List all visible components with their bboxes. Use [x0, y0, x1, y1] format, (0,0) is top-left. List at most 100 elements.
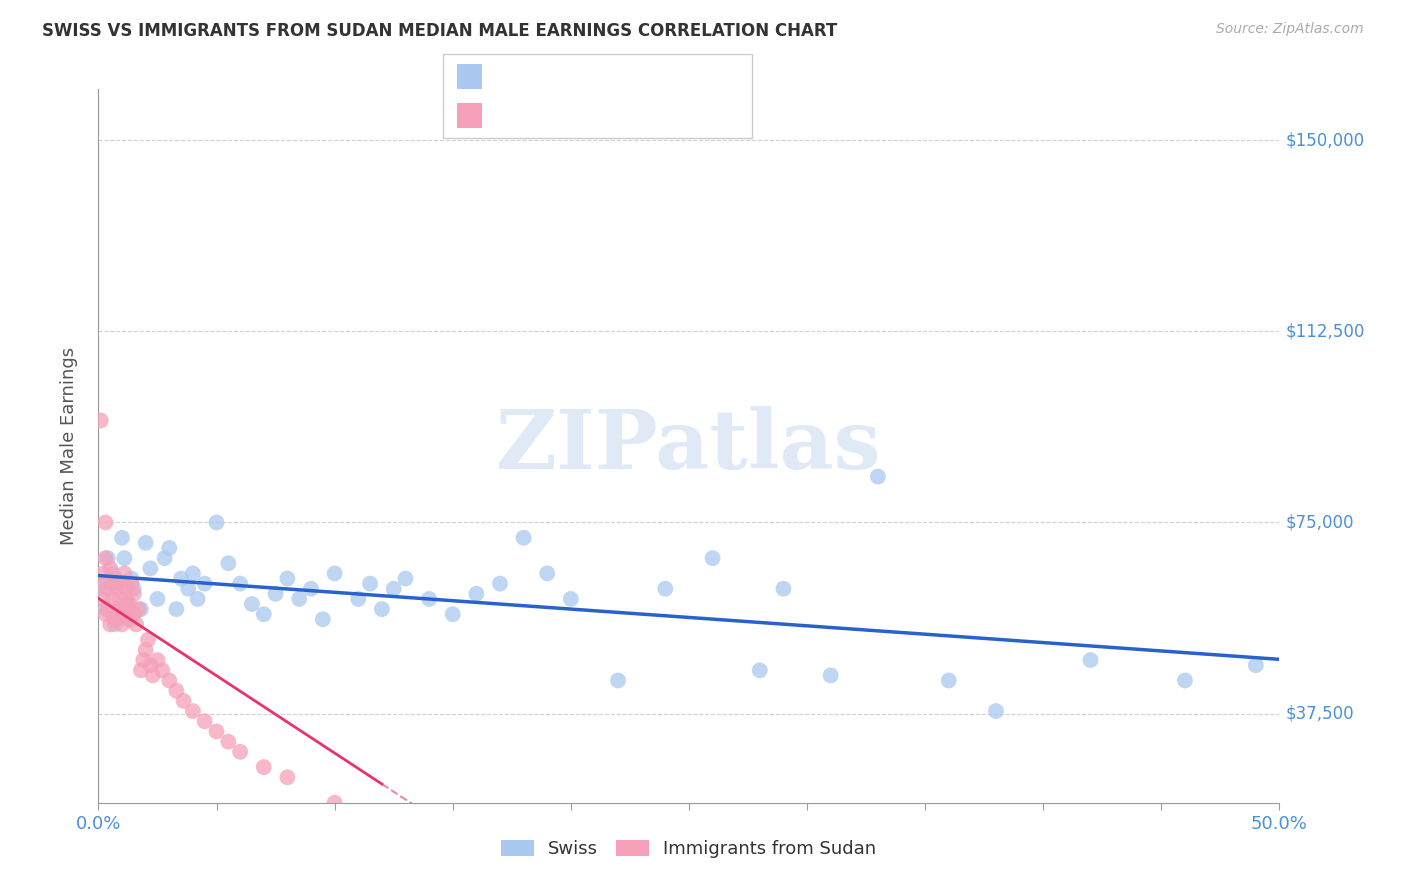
- Point: [323, 566, 346, 581]
- Point: [108, 607, 131, 622]
- Text: $75,000: $75,000: [1285, 514, 1354, 532]
- Text: $37,500: $37,500: [1285, 705, 1354, 723]
- Point: [229, 745, 252, 759]
- Point: [129, 663, 152, 677]
- Point: [240, 597, 263, 611]
- Point: [101, 566, 124, 581]
- Point: [253, 760, 276, 774]
- Point: [165, 602, 187, 616]
- Point: [90, 576, 112, 591]
- Point: [866, 469, 889, 483]
- Text: -0.382: -0.382: [534, 108, 589, 123]
- Point: [90, 413, 112, 427]
- Point: [118, 597, 141, 611]
- Point: [607, 673, 630, 688]
- Point: [104, 612, 127, 626]
- Text: ZIPatlas: ZIPatlas: [496, 406, 882, 486]
- Text: $112,500: $112,500: [1285, 322, 1365, 341]
- Point: [654, 582, 676, 596]
- Y-axis label: Median Male Earnings: Median Male Earnings: [59, 347, 77, 545]
- Text: -0.259: -0.259: [534, 69, 589, 84]
- Point: [748, 663, 770, 677]
- Point: [157, 541, 180, 555]
- Point: [146, 653, 169, 667]
- Point: [312, 612, 335, 626]
- Text: SWISS VS IMMIGRANTS FROM SUDAN MEDIAN MALE EARNINGS CORRELATION CHART: SWISS VS IMMIGRANTS FROM SUDAN MEDIAN MA…: [42, 22, 838, 40]
- Point: [441, 607, 464, 622]
- Point: [104, 572, 127, 586]
- Point: [105, 602, 128, 616]
- Point: [984, 704, 1007, 718]
- Point: [125, 617, 148, 632]
- Point: [111, 531, 134, 545]
- Point: [135, 643, 157, 657]
- Point: [142, 668, 165, 682]
- Point: [118, 612, 141, 626]
- Point: [101, 591, 124, 606]
- Point: [112, 566, 135, 581]
- Point: [371, 602, 394, 616]
- Text: R =: R =: [496, 69, 530, 84]
- Point: [122, 587, 145, 601]
- Point: [938, 673, 960, 688]
- Point: [489, 847, 512, 861]
- Point: [172, 694, 194, 708]
- Point: [165, 683, 187, 698]
- Point: [97, 551, 120, 566]
- Point: [1174, 673, 1197, 688]
- Point: [418, 591, 440, 606]
- Point: [465, 587, 488, 601]
- Point: [121, 576, 143, 591]
- Text: 60: 60: [647, 69, 668, 84]
- Text: N =: N =: [602, 108, 645, 123]
- Point: [153, 551, 176, 566]
- Point: [94, 516, 117, 530]
- Point: [181, 704, 204, 718]
- Point: [94, 602, 117, 616]
- Point: [122, 607, 145, 622]
- Point: [217, 734, 239, 748]
- Point: [560, 591, 582, 606]
- Point: [91, 591, 114, 606]
- Point: [122, 582, 145, 596]
- Point: [146, 591, 169, 606]
- Point: [323, 796, 346, 810]
- Point: [1244, 658, 1267, 673]
- Point: [105, 576, 128, 591]
- Point: [205, 724, 228, 739]
- Point: [187, 591, 209, 606]
- Point: [299, 582, 322, 596]
- Point: [108, 591, 131, 606]
- Point: [111, 576, 134, 591]
- Point: [382, 582, 405, 596]
- Point: [512, 531, 534, 545]
- Legend: Swiss, Immigrants from Sudan: Swiss, Immigrants from Sudan: [494, 832, 884, 865]
- Point: [139, 658, 162, 673]
- Point: [217, 556, 239, 570]
- Point: [104, 617, 127, 632]
- Point: [347, 591, 370, 606]
- Point: [157, 673, 180, 688]
- Point: [105, 582, 128, 596]
- Point: [181, 566, 204, 581]
- Point: [489, 576, 512, 591]
- Text: N =: N =: [602, 69, 645, 84]
- Point: [108, 607, 131, 622]
- Text: $150,000: $150,000: [1285, 131, 1364, 149]
- Point: [276, 572, 298, 586]
- Point: [129, 602, 152, 616]
- Point: [205, 516, 228, 530]
- Point: [112, 602, 135, 616]
- Point: [94, 607, 117, 622]
- Point: [94, 551, 117, 566]
- Point: [536, 566, 558, 581]
- Point: [139, 561, 162, 575]
- Point: [136, 632, 159, 647]
- Text: 55: 55: [647, 108, 668, 123]
- Point: [194, 576, 217, 591]
- Point: [702, 551, 724, 566]
- Point: [678, 872, 700, 887]
- Text: Source: ZipAtlas.com: Source: ZipAtlas.com: [1216, 22, 1364, 37]
- Text: R =: R =: [496, 108, 530, 123]
- Point: [560, 857, 582, 871]
